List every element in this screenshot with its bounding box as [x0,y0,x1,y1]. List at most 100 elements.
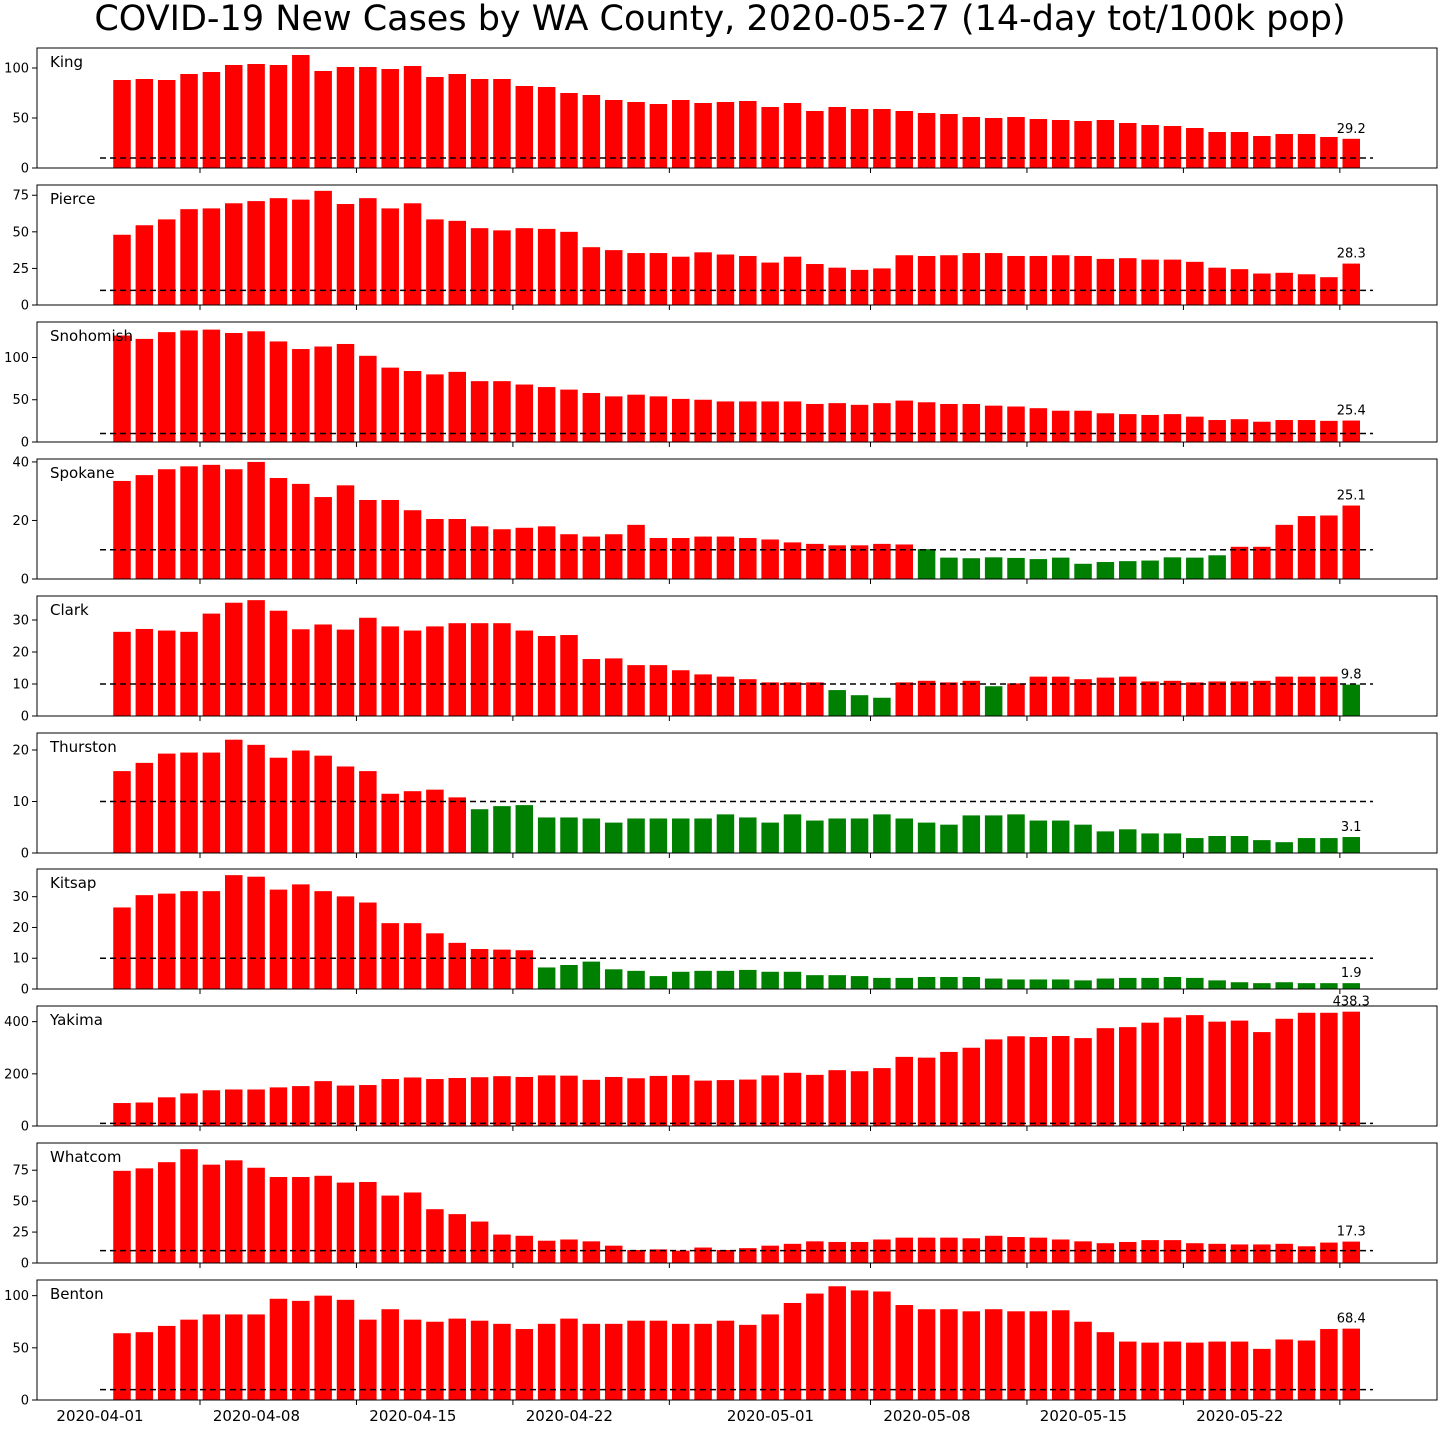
bar-kitsap-21 [582,961,601,989]
bar-snohomish-55 [1342,420,1360,442]
x-tick-label: 2020-05-22 [1196,1407,1283,1425]
bar-king-34 [873,109,891,168]
bar-spokane-53 [1297,516,1316,579]
bar-clark-34 [873,697,891,716]
bar-spokane-7 [269,478,288,579]
y-tick-label: 20 [12,743,29,758]
y-tick-label: 50 [12,393,29,408]
panel-benton: 0 50 100 Benton 68.4 2020-04-01 2020-04-08 2020… [4,1279,1438,1425]
bar-benton-47 [1163,1341,1182,1400]
bar-yakima-55 [1342,1011,1360,1126]
bar-king-53 [1297,134,1316,168]
bar-pierce-54 [1320,277,1338,305]
bar-pierce-18 [515,228,534,305]
bar-yakima-40 [1007,1036,1025,1126]
bar-spokane-16 [470,526,489,579]
bar-yakima-28 [739,1079,757,1126]
bar-kitsap-45 [1119,977,1137,989]
bar-king-12 [381,69,399,168]
bar-pierce-23 [627,253,645,305]
bar-clark-50 [1230,681,1249,716]
bar-benton-13 [403,1319,422,1400]
bar-kitsap-24 [649,976,668,989]
bar-king-22 [604,100,623,168]
axes-frame-king [36,47,1438,169]
bar-whatcom-52 [1275,1243,1293,1263]
bar-snohomish-18 [515,384,534,442]
bar-whatcom-11 [359,1181,377,1263]
bar-clark-5 [225,602,243,716]
bar-spokane-33 [850,545,869,579]
bar-king-47 [1163,126,1182,168]
panel-whatcom: 0 25 50 75 Whatcom 17.3 [12,1142,1438,1272]
bar-king-49 [1208,132,1226,168]
bar-thurston-36 [917,822,936,853]
bar-snohomish-23 [627,394,645,442]
bar-clark-9 [314,624,332,716]
bar-thurston-35 [895,818,913,853]
bar-kitsap-16 [470,949,489,989]
bar-snohomish-45 [1119,414,1137,442]
bar-snohomish-37 [940,403,958,442]
bar-pierce-48 [1186,261,1204,305]
bar-yakima-26 [694,1080,712,1126]
bar-thurston-6 [247,744,265,853]
bar-whatcom-20 [560,1239,578,1263]
bar-kitsap-1 [135,895,154,989]
bar-kitsap-4 [202,891,221,989]
bar-benton-15 [448,1318,466,1400]
bar-benton-9 [314,1295,332,1400]
bar-snohomish-21 [582,392,601,442]
bar-spokane-23 [627,524,645,579]
bar-snohomish-25 [672,398,690,442]
bar-snohomish-31 [806,403,824,442]
bar-clark-19 [537,636,556,716]
bar-snohomish-44 [1096,413,1115,442]
bar-spokane-32 [828,545,846,579]
bar-benton-1 [135,1332,154,1400]
bar-king-24 [649,104,668,168]
bar-whatcom-17 [493,1234,511,1263]
y-tick-label: 20 [12,921,29,936]
county-label-benton: Benton [50,1285,104,1303]
bar-snohomish-3 [180,330,198,442]
panel-kitsap: 0 10 20 30 Kitsap 1.9 [12,868,1438,998]
bar-spokane-34 [873,543,891,579]
x-tick-label: 2020-04-08 [213,1407,300,1425]
bar-thurston-39 [984,815,1003,853]
bar-spokane-40 [1007,557,1025,579]
bar-kitsap-20 [560,965,578,989]
bar-clark-0 [113,631,131,716]
bar-benton-45 [1119,1341,1137,1400]
bar-clark-47 [1163,680,1182,716]
bar-whatcom-47 [1163,1240,1182,1263]
bar-kitsap-29 [761,971,779,989]
bar-clark-49 [1208,681,1226,716]
bar-king-10 [336,67,355,168]
bar-benton-24 [649,1320,668,1400]
bar-thurston-11 [359,771,377,853]
bar-whatcom-25 [672,1250,690,1263]
bar-yakima-27 [716,1080,735,1126]
bar-snohomish-20 [560,389,578,442]
bar-yakima-33 [850,1071,869,1126]
bar-pierce-24 [649,253,668,305]
bar-king-3 [180,74,198,168]
bar-spokane-38 [962,558,981,579]
panel-thurston: 0 10 20 Thurston 3.1 [12,732,1438,862]
bar-spokane-20 [560,534,578,579]
bar-snohomish-12 [381,367,399,442]
bar-whatcom-10 [336,1182,355,1263]
bar-clark-22 [604,658,623,716]
panel-snohomish: 0 50 100 Snohomish 25.4 [4,321,1438,451]
bar-thurston-42 [1051,820,1070,853]
x-tick-label: 2020-04-01 [56,1407,143,1425]
bar-thurston-21 [582,818,601,853]
bar-kitsap-40 [1007,979,1025,989]
bar-whatcom-36 [917,1237,936,1263]
bar-clark-1 [135,628,154,716]
bar-thurston-24 [649,818,668,853]
bar-benton-52 [1275,1339,1293,1400]
bar-snohomish-11 [359,355,377,442]
bar-pierce-46 [1141,259,1159,305]
